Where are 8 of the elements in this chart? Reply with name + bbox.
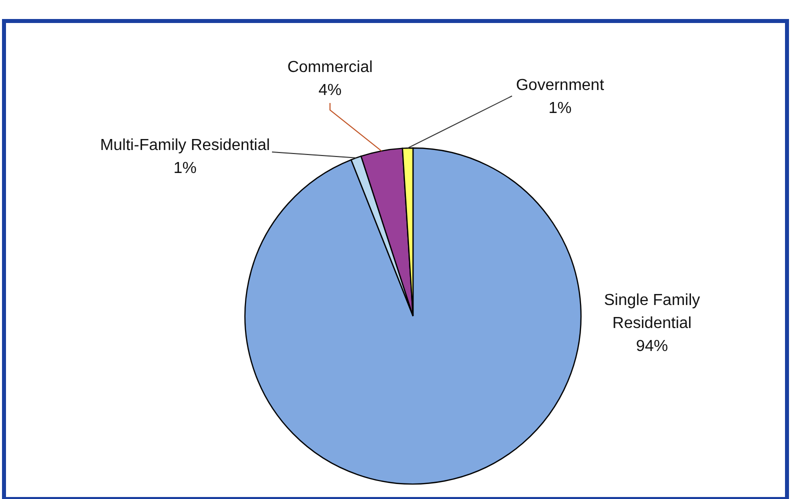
slice-label: Single Family Residential	[604, 292, 700, 332]
slice-label: Government	[516, 77, 605, 94]
data-label: 4%	[318, 82, 342, 99]
slice-label: Multi-Family Residential	[100, 137, 270, 154]
data-label: 1%	[173, 160, 197, 177]
data-label: 94%	[636, 338, 668, 355]
data-label: 1%	[548, 100, 572, 117]
slice-label: Commercial	[287, 59, 373, 76]
